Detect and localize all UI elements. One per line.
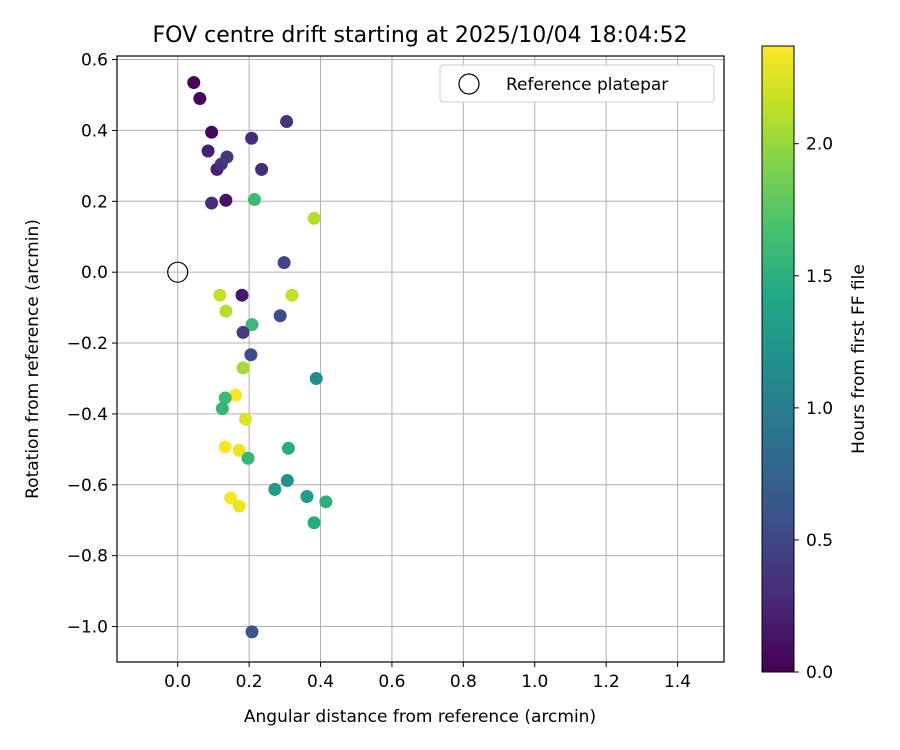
y-tick-label: 0.4 (81, 121, 108, 141)
data-point (213, 288, 227, 302)
data-point (220, 150, 234, 164)
data-point (273, 309, 287, 323)
data-point (219, 193, 233, 207)
data-point (187, 76, 201, 90)
data-points (187, 76, 333, 639)
data-point (236, 361, 250, 375)
data-point (285, 288, 299, 302)
y-tick-label: −0.4 (67, 405, 108, 425)
data-point (307, 516, 321, 530)
x-tick-label: 0.4 (307, 672, 334, 692)
data-point (215, 402, 229, 416)
data-point (268, 482, 282, 496)
x-tick-label: 0.0 (164, 672, 191, 692)
x-tick-label: 1.0 (521, 672, 548, 692)
reference-marker-group (167, 261, 189, 283)
data-point (245, 131, 259, 145)
data-point (255, 162, 269, 176)
data-point (280, 474, 294, 488)
data-point (245, 318, 259, 332)
data-point (300, 490, 314, 504)
data-point (244, 348, 258, 362)
colorbar-ticks: 0.0 0.5 1.0 1.5 2.0 (794, 135, 833, 683)
x-axis-ticks: 0.0 0.2 0.4 0.6 0.8 1.0 1.2 1.4 (164, 662, 691, 692)
y-tick-label: −0.2 (67, 334, 108, 354)
data-point (247, 193, 261, 207)
y-axis-label: Rotation from reference (arcmin) (23, 219, 43, 499)
y-tick-label: 0.6 (81, 51, 108, 71)
colorbar-tick-label: 0.5 (806, 531, 833, 551)
data-point (280, 115, 294, 129)
x-tick-label: 0.8 (450, 672, 477, 692)
data-point (218, 391, 232, 405)
data-point (205, 125, 219, 139)
x-tick-label: 0.6 (378, 672, 405, 692)
data-point (235, 288, 249, 302)
data-point (201, 144, 215, 158)
data-point (232, 499, 246, 513)
colorbar: 0.0 0.5 1.0 1.5 2.0 Hours from first FF file (761, 45, 869, 683)
data-point (219, 304, 233, 318)
legend-box (439, 64, 715, 103)
y-tick-label: −0.6 (67, 476, 108, 496)
y-tick-label: 0.0 (81, 263, 108, 283)
x-axis-label: Angular distance from reference (arcmin) (244, 707, 596, 727)
x-tick-label: 1.4 (664, 672, 691, 692)
data-point (241, 451, 255, 465)
grid (117, 56, 724, 662)
colorbar-label: Hours from first FF file (849, 264, 869, 454)
y-tick-label: −0.8 (67, 547, 108, 567)
colorbar-tick-label: 2.0 (806, 135, 833, 155)
data-point (229, 388, 243, 402)
data-point (239, 412, 253, 426)
x-tick-label: 0.2 (236, 672, 263, 692)
data-point (281, 441, 295, 455)
data-point (232, 443, 246, 457)
data-point (245, 625, 259, 639)
chart-title: FOV centre drift starting at 2025/10/04 … (153, 23, 688, 48)
data-point (224, 491, 238, 505)
colorbar-tick-label: 1.5 (806, 267, 833, 287)
data-point (319, 495, 333, 509)
colorbar-tick-label: 1.0 (806, 399, 833, 419)
y-tick-label: −1.0 (67, 618, 108, 638)
data-point (236, 325, 250, 339)
y-tick-label: 0.2 (81, 192, 108, 212)
data-point (193, 92, 207, 106)
data-point (277, 256, 291, 270)
colorbar-tick-label: 0.0 (806, 663, 833, 683)
data-point (309, 371, 323, 385)
legend-marker-reference (458, 73, 480, 95)
x-tick-label: 1.2 (593, 672, 620, 692)
reference-point-marker (167, 261, 189, 283)
legend-label-reference: Reference platepar (506, 75, 668, 95)
y-axis-ticks: 0.6 0.4 0.2 0.0 −0.2 −0.4 −0.6 −0.8 −1.0 (67, 51, 117, 638)
data-point (218, 440, 232, 454)
plot-frame (116, 55, 725, 663)
data-point (307, 211, 321, 225)
legend: Reference platepar (439, 64, 715, 103)
data-point (205, 196, 219, 210)
colorbar-gradient (761, 45, 795, 673)
